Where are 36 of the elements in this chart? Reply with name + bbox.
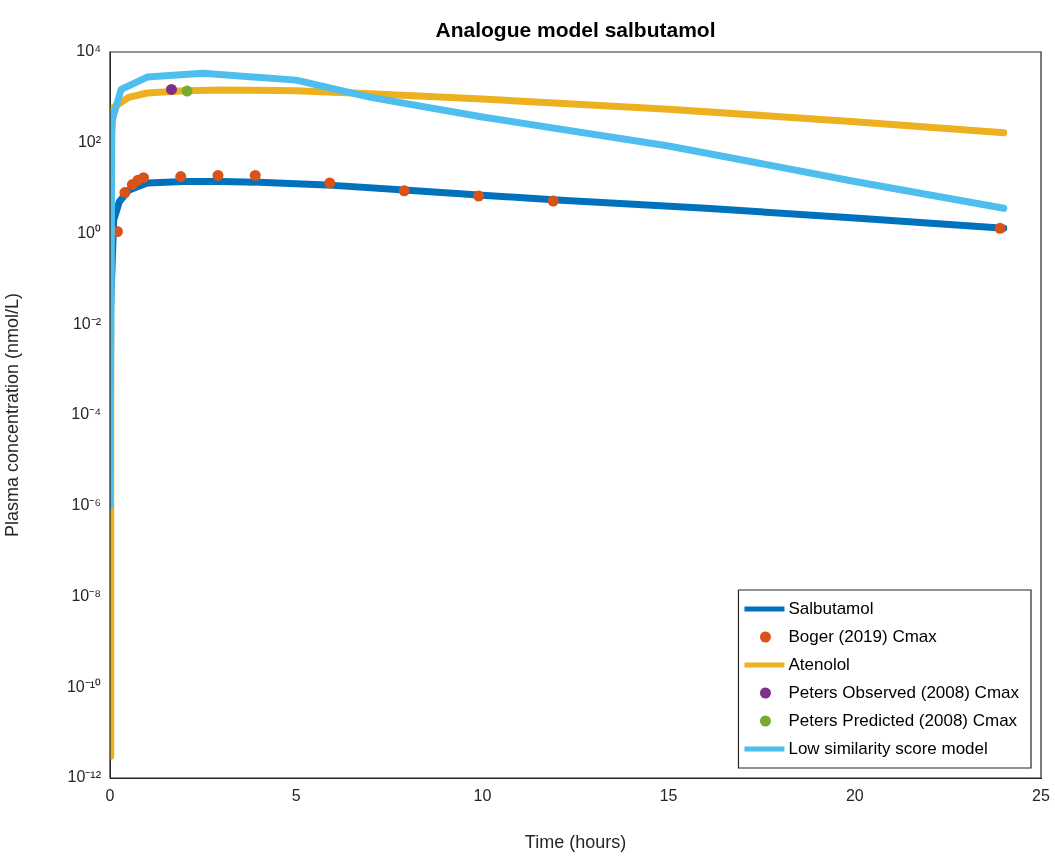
legend-label: Low similarity score model xyxy=(788,738,988,758)
y-tick-label: 10⁻¹² xyxy=(67,768,102,786)
legend-label: Salbutamol xyxy=(788,598,874,618)
legend-label: Peters Observed (2008) Cmax xyxy=(788,682,1020,702)
legend-label: Boger (2019) Cmax xyxy=(788,626,938,646)
y-tick-label: 10⁻⁶ xyxy=(71,496,101,514)
point xyxy=(324,177,336,189)
y-tick-label: 10⁻⁸ xyxy=(71,586,101,604)
x-tick-label: 5 xyxy=(291,787,301,805)
point xyxy=(398,185,410,197)
y-axis-title: Plasma concentration (nmol/L) xyxy=(1,292,22,538)
x-tick-label: 15 xyxy=(659,787,678,805)
y-tick-label: 10⁻⁴ xyxy=(71,405,102,423)
point xyxy=(138,172,150,184)
y-tick-label: 10⁰ xyxy=(77,223,101,241)
point xyxy=(249,169,261,181)
y-tick-label: 10² xyxy=(77,133,102,151)
point xyxy=(181,85,193,97)
point xyxy=(212,169,224,181)
point xyxy=(165,83,177,95)
legend-label: Peters Predicted (2008) Cmax xyxy=(788,710,1018,730)
point xyxy=(119,187,131,199)
x-axis-title: Time (hours) xyxy=(524,832,627,853)
x-tick-label: 20 xyxy=(845,787,864,805)
point xyxy=(175,171,187,183)
x-tick-label: 10 xyxy=(473,787,492,805)
y-tick-label: 10⁻² xyxy=(72,314,102,332)
y-tick-label: 10⁴ xyxy=(76,42,102,60)
chart-title: Analogue model salbutamol xyxy=(435,18,716,42)
y-tick-label: 10⁻¹⁰ xyxy=(66,677,101,695)
point xyxy=(994,222,1006,234)
x-tick-label: 0 xyxy=(105,787,115,805)
x-tick-label: 25 xyxy=(1032,787,1050,805)
point xyxy=(473,190,485,202)
legend-label: Atenolol xyxy=(788,654,850,674)
point xyxy=(547,195,559,207)
